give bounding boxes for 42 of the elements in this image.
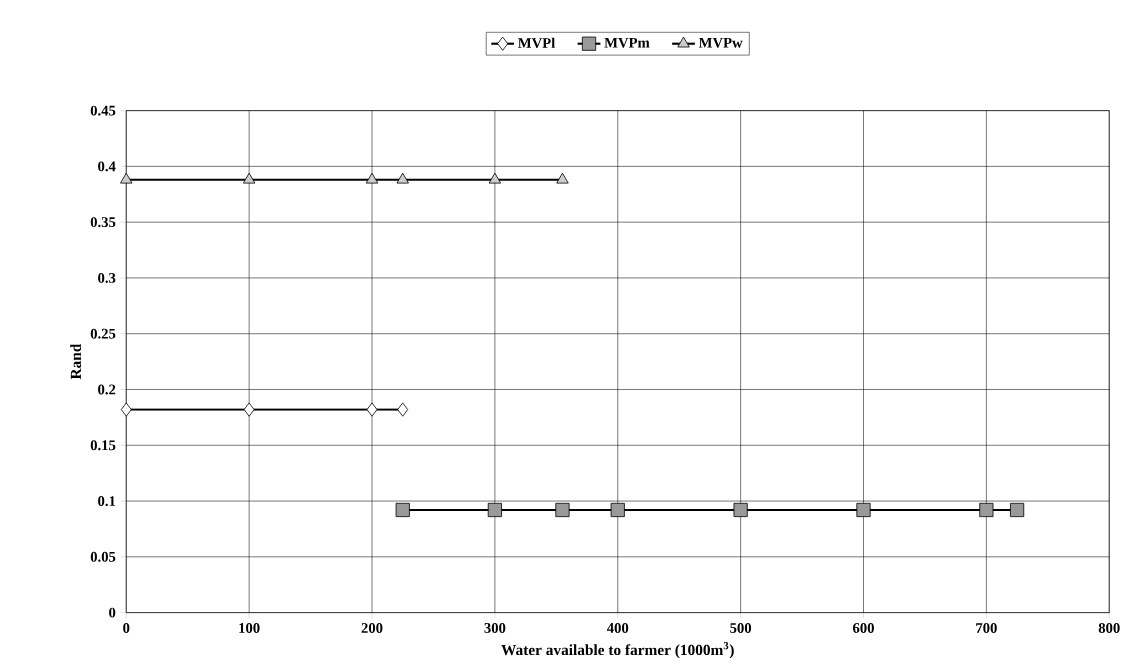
y-tick-label: 0.25 — [90, 328, 116, 339]
point — [395, 502, 410, 518]
y-tick-label: 0.4 — [98, 161, 116, 172]
x-tick-label: 300 — [484, 623, 506, 633]
x-tick-label: 800 — [1098, 623, 1120, 633]
y-tick-label: 0.35 — [90, 217, 116, 228]
x-tick-label: 200 — [361, 623, 383, 633]
x-tick-label: 600 — [853, 623, 874, 633]
point — [610, 502, 625, 518]
y-axis-title: Rand — [70, 343, 82, 380]
point — [856, 502, 871, 518]
point — [488, 172, 502, 184]
y-tick-label: 0.15 — [90, 440, 116, 451]
point — [487, 502, 502, 518]
point — [556, 172, 569, 184]
point — [120, 402, 132, 417]
point — [365, 172, 379, 184]
point — [243, 402, 255, 417]
point — [120, 172, 133, 184]
x-tick-label: 700 — [976, 623, 997, 633]
y-tick-label: 0 — [109, 607, 116, 618]
legend-label: MVPm — [604, 37, 650, 48]
y-tick-label: 0.45 — [90, 105, 116, 116]
x-tick-label: 100 — [239, 623, 260, 633]
point — [733, 502, 748, 518]
x-tick-label: 400 — [606, 623, 629, 633]
point — [1010, 502, 1025, 518]
legend-label: MVPl — [518, 37, 555, 49]
x-tick-label: 0 — [123, 623, 130, 633]
y-tick-label: 0.1 — [98, 496, 116, 507]
legend-label: MVPw — [698, 37, 743, 48]
x-axis-title: Water available to farmer (1000m$^{3}$) — [501, 642, 734, 659]
point — [979, 502, 994, 518]
point — [397, 402, 409, 417]
y-tick-label: 0.2 — [98, 384, 116, 395]
point — [242, 172, 256, 184]
x-tick-label: 500 — [730, 623, 752, 633]
point — [555, 502, 570, 518]
point — [396, 172, 409, 184]
y-tick-label: 0.05 — [90, 551, 116, 562]
point — [366, 402, 378, 417]
y-tick-label: 0.3 — [98, 272, 116, 283]
